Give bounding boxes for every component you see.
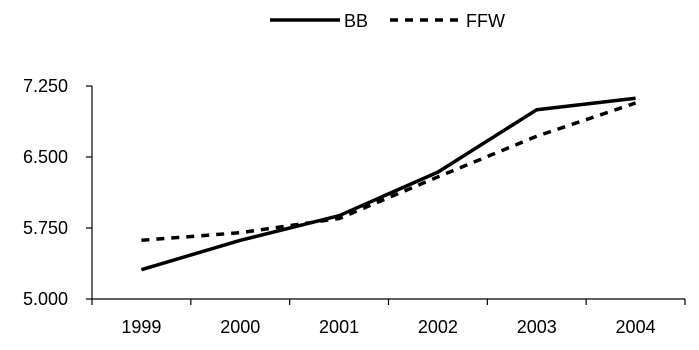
x-tick-label: 1999	[121, 317, 161, 337]
y-tick-label: 5.000	[23, 289, 68, 309]
y-tick-label: 6.500	[23, 147, 68, 167]
legend-label: FFW	[466, 11, 505, 31]
series-layer	[140, 96, 637, 272]
legend-item-ffw: FFW	[390, 11, 505, 31]
x-tick-label: 2004	[616, 317, 656, 337]
y-tick-label: 5.750	[23, 218, 68, 238]
axes: 5.000 5.750 6.500 7.250 1999 2000 2001 2002 2003…	[23, 76, 686, 337]
legend-item-bb: BB	[270, 11, 368, 31]
x-tick-label: 2002	[418, 317, 458, 337]
legend-label: BB	[344, 11, 368, 31]
y-tick-label: 7.250	[23, 76, 68, 96]
series-line-bb	[140, 96, 636, 272]
series-line-ffw	[141, 101, 637, 243]
x-tick-label: 2000	[220, 317, 260, 337]
x-tick-label: 2001	[319, 317, 359, 337]
x-tick-label: 2003	[517, 317, 557, 337]
legend: BB FFW	[270, 11, 505, 31]
